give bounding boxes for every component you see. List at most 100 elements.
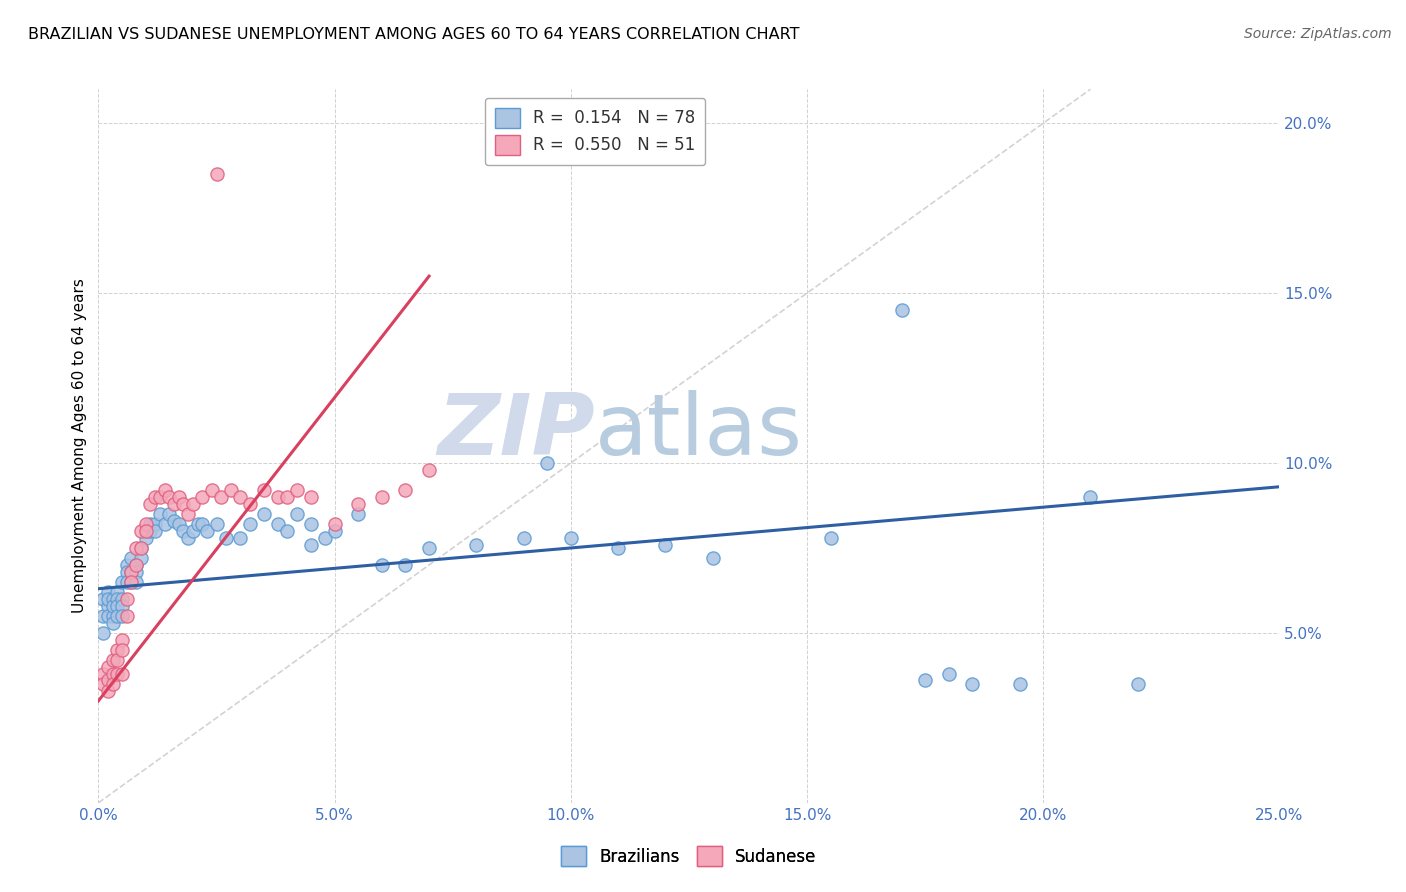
Point [153,483,176,498]
Point [314,531,336,545]
Point [135,524,157,538]
Point [201,483,224,498]
Point [229,531,252,545]
Point [101,591,124,606]
Point [125,541,148,555]
Point [121,551,143,566]
Point [157,507,180,521]
Point [135,517,157,532]
Point [121,574,143,589]
Text: atlas: atlas [595,390,803,474]
Point [129,524,152,538]
Point [105,608,128,623]
Point [91,666,114,681]
Point [97,608,120,623]
Point [149,507,172,521]
Point [111,632,134,647]
Text: Source: ZipAtlas.com: Source: ZipAtlas.com [1244,27,1392,41]
Point [111,574,134,589]
Point [347,507,370,521]
Point [371,490,394,504]
Point [105,591,128,606]
Text: ZIP: ZIP [437,390,595,474]
Point [394,558,416,572]
Point [820,531,842,545]
Point [299,490,322,504]
Text: BRAZILIAN VS SUDANESE UNEMPLOYMENT AMONG AGES 60 TO 64 YEARS CORRELATION CHART: BRAZILIAN VS SUDANESE UNEMPLOYMENT AMONG… [28,27,800,42]
Point [105,666,128,681]
Point [143,517,166,532]
Point [177,507,200,521]
Point [121,565,143,579]
Point [111,599,134,613]
Point [105,643,128,657]
Point [91,677,114,691]
Point [560,531,582,545]
Point [195,524,218,538]
Point [177,531,200,545]
Point [323,524,346,538]
Point [418,541,440,555]
Point [172,497,194,511]
Point [105,653,128,667]
Point [115,574,138,589]
Point [111,643,134,657]
Point [97,599,120,613]
Point [181,524,204,538]
Point [253,483,276,498]
Point [285,507,308,521]
Point [101,653,124,667]
Point [394,483,416,498]
Point [418,463,440,477]
Point [121,565,143,579]
Point [91,591,114,606]
Point [111,666,134,681]
Point [115,565,138,579]
Point [97,683,120,698]
Point [153,517,176,532]
Point [465,537,488,551]
Point [125,574,148,589]
Point [121,574,143,589]
Point [702,551,724,566]
Point [97,591,120,606]
Point [276,524,298,538]
Point [607,541,630,555]
Point [276,490,298,504]
Point [101,608,124,623]
Point [97,585,120,599]
Point [163,497,186,511]
Point [191,517,214,532]
Point [115,558,138,572]
Legend: Brazilians, Sudanese: Brazilians, Sudanese [555,839,823,873]
Point [135,531,157,545]
Point [219,483,242,498]
Point [890,303,912,318]
Point [229,490,252,504]
Point [285,483,308,498]
Point [267,517,290,532]
Point [105,585,128,599]
Point [115,608,138,623]
Point [205,517,228,532]
Point [135,524,157,538]
Point [163,514,186,528]
Point [215,531,238,545]
Point [536,456,558,470]
Point [157,490,180,504]
Point [115,591,138,606]
Point [1080,490,1102,504]
Point [191,490,214,504]
Point [371,558,394,572]
Point [1008,677,1031,691]
Point [129,541,152,555]
Point [139,497,162,511]
Point [139,517,162,532]
Point [101,615,124,630]
Point [149,490,172,504]
Point [129,541,152,555]
Point [101,599,124,613]
Point [239,497,262,511]
Point [654,537,676,551]
Point [962,677,984,691]
